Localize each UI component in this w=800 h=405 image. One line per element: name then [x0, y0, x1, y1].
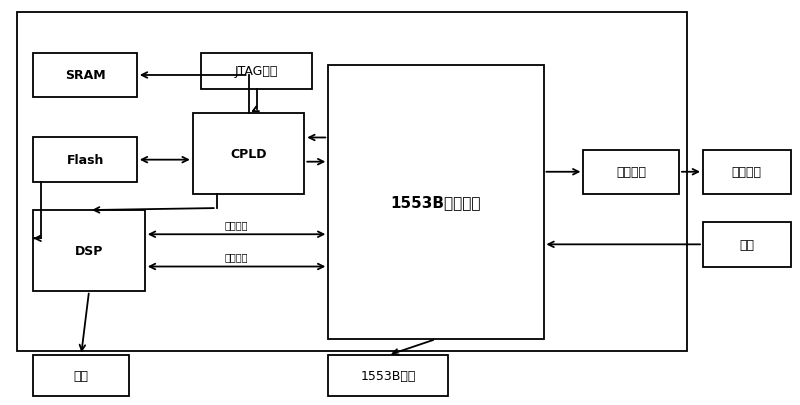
- Bar: [34, 54, 137, 98]
- Bar: [583, 150, 679, 194]
- Bar: [34, 211, 145, 291]
- Text: SRAM: SRAM: [65, 69, 106, 82]
- Text: 1553B总线: 1553B总线: [360, 369, 416, 382]
- Text: DSP: DSP: [75, 244, 103, 257]
- Text: CPLD: CPLD: [230, 148, 266, 161]
- Bar: [703, 150, 790, 194]
- Text: 1553B接口电路: 1553B接口电路: [390, 195, 481, 210]
- Bar: [201, 54, 312, 90]
- Text: 取样电路: 取样电路: [616, 166, 646, 179]
- Bar: [193, 114, 304, 194]
- Bar: [328, 355, 448, 396]
- Text: 电源: 电源: [739, 238, 754, 251]
- Bar: [34, 355, 129, 396]
- Text: 串口: 串口: [74, 369, 89, 382]
- Text: 闩锁电流: 闩锁电流: [732, 166, 762, 179]
- Text: JTAG接口: JTAG接口: [235, 65, 278, 78]
- Bar: [34, 138, 137, 182]
- Bar: [18, 13, 687, 351]
- Bar: [703, 223, 790, 267]
- Text: 数据总线: 数据总线: [225, 220, 248, 230]
- Text: Flash: Flash: [66, 154, 104, 167]
- Text: 地址总线: 地址总线: [225, 252, 248, 262]
- Bar: [328, 66, 543, 339]
